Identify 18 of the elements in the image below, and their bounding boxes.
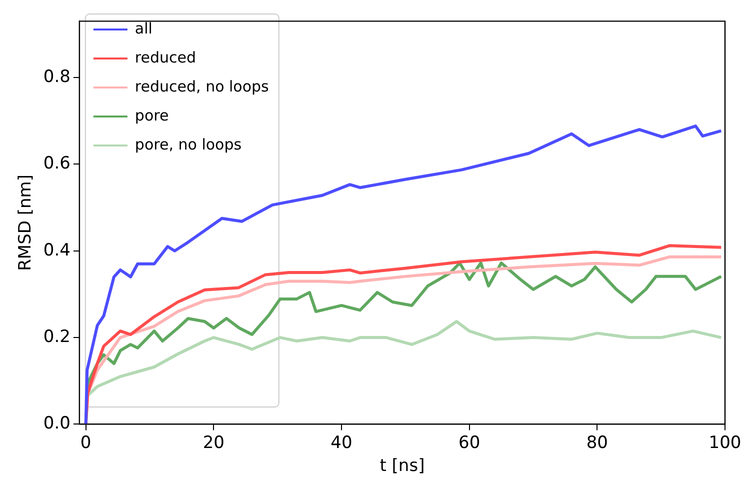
legend-label: all bbox=[134, 19, 152, 38]
x-tick-label: 60 bbox=[458, 432, 480, 453]
legend-label: reduced bbox=[134, 48, 196, 66]
legend-label: pore, no loops bbox=[134, 135, 242, 154]
x-tick-label: 40 bbox=[330, 432, 352, 453]
x-tick-label: 20 bbox=[202, 432, 224, 453]
y-tick-label: 0.6 bbox=[43, 154, 70, 174]
y-tick-label: 0.8 bbox=[43, 66, 70, 87]
legend-label: pore bbox=[134, 106, 169, 124]
y-axis-title: RMSD [nm] bbox=[16, 174, 36, 271]
y-tick-label: 0.4 bbox=[43, 240, 70, 260]
x-tick-label: 100 bbox=[708, 432, 742, 453]
y-tick-label: 0.2 bbox=[43, 326, 70, 347]
x-tick-label: 80 bbox=[586, 432, 608, 453]
legend-label: reduced, no loops bbox=[134, 77, 270, 96]
y-tick-label: 0.0 bbox=[43, 414, 70, 434]
x-axis-title: t [ns] bbox=[380, 456, 425, 476]
x-tick-label: 0 bbox=[80, 432, 92, 453]
